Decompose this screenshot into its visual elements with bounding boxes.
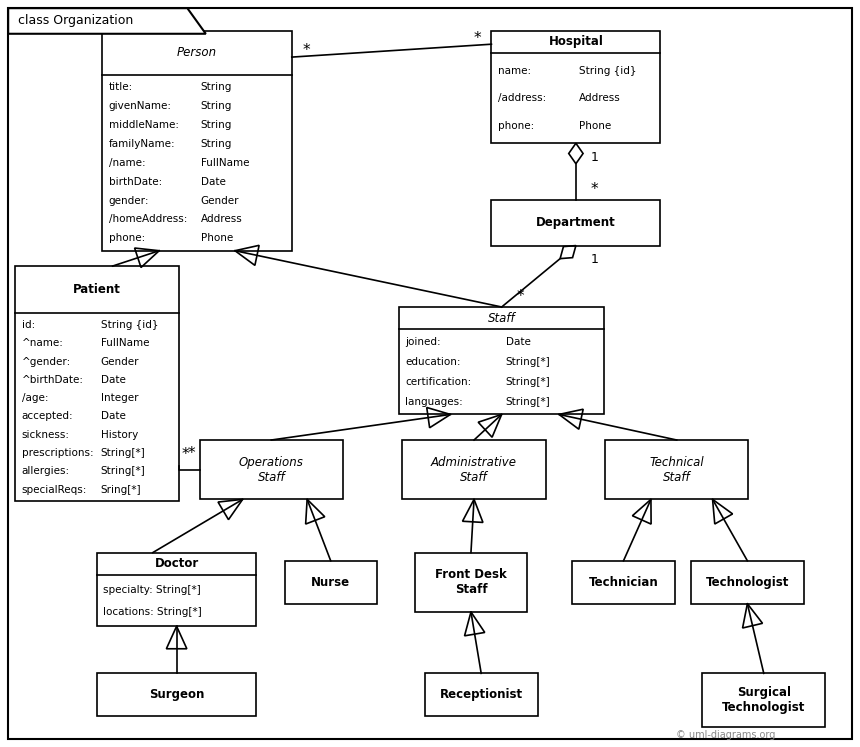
Text: /age:: /age: xyxy=(22,393,48,403)
Text: education:: education: xyxy=(405,357,461,367)
Text: ^gender:: ^gender: xyxy=(22,356,71,367)
Text: /homeAddress:: /homeAddress: xyxy=(108,214,187,225)
Text: String[*]: String[*] xyxy=(506,397,550,406)
Text: class Organization: class Organization xyxy=(18,14,133,28)
Bar xyxy=(491,199,660,246)
Text: Hospital: Hospital xyxy=(549,35,604,49)
Text: Technologist: Technologist xyxy=(706,576,789,589)
Bar xyxy=(102,31,292,251)
Text: joined:: joined: xyxy=(405,338,441,347)
Text: /name:: /name: xyxy=(108,158,145,168)
Text: gender:: gender: xyxy=(108,196,149,205)
Text: certification:: certification: xyxy=(405,376,471,387)
Bar xyxy=(425,673,538,716)
Bar xyxy=(691,561,804,604)
Text: Date: Date xyxy=(101,412,126,421)
Text: *: * xyxy=(187,446,195,461)
Text: FullName: FullName xyxy=(101,338,149,348)
Text: specialReqs:: specialReqs: xyxy=(22,485,87,495)
Bar xyxy=(605,440,748,499)
Text: Department: Department xyxy=(536,216,616,229)
Text: String[*]: String[*] xyxy=(506,357,550,367)
Text: Address: Address xyxy=(201,214,243,225)
Text: Technician: Technician xyxy=(588,576,659,589)
Text: Technical
Staff: Technical Staff xyxy=(649,456,704,484)
Text: FullName: FullName xyxy=(201,158,249,168)
Text: Patient: Patient xyxy=(73,283,121,296)
Text: String: String xyxy=(201,139,232,149)
Text: String[*]: String[*] xyxy=(101,448,145,458)
Bar xyxy=(402,440,546,499)
Text: sickness:: sickness: xyxy=(22,430,70,440)
Text: *: * xyxy=(473,31,481,46)
Text: String: String xyxy=(201,82,232,92)
Bar xyxy=(97,553,256,626)
Text: accepted:: accepted: xyxy=(22,412,73,421)
Text: Date: Date xyxy=(506,338,531,347)
Text: birthDate:: birthDate: xyxy=(108,176,162,187)
Text: allergies:: allergies: xyxy=(22,466,70,477)
Bar xyxy=(572,561,675,604)
Text: specialty: String[*]: specialty: String[*] xyxy=(103,585,201,595)
Text: 1: 1 xyxy=(590,253,599,267)
Text: Address: Address xyxy=(580,93,621,103)
Text: languages:: languages: xyxy=(405,397,464,406)
Text: locations: String[*]: locations: String[*] xyxy=(103,607,202,617)
Text: Nurse: Nurse xyxy=(311,576,350,589)
Text: 1: 1 xyxy=(590,151,599,164)
Bar xyxy=(97,673,256,716)
Bar xyxy=(491,31,660,143)
Text: Person: Person xyxy=(177,46,217,59)
Text: Surgical
Technologist: Surgical Technologist xyxy=(722,686,806,714)
Text: ^birthDate:: ^birthDate: xyxy=(22,375,83,385)
Bar xyxy=(399,307,604,415)
Bar xyxy=(415,553,527,612)
Text: phone:: phone: xyxy=(108,233,144,244)
Text: name:: name: xyxy=(498,66,531,76)
Polygon shape xyxy=(9,8,206,34)
Text: String: String xyxy=(201,120,232,130)
Text: Surgeon: Surgeon xyxy=(149,688,205,701)
Text: phone:: phone: xyxy=(498,120,534,131)
Bar xyxy=(15,266,179,501)
Bar xyxy=(200,440,343,499)
Text: Sring[*]: Sring[*] xyxy=(101,485,141,495)
Text: familyName:: familyName: xyxy=(108,139,175,149)
Text: Date: Date xyxy=(101,375,126,385)
Text: History: History xyxy=(101,430,138,440)
Text: String[*]: String[*] xyxy=(101,466,145,477)
Text: Administrative
Staff: Administrative Staff xyxy=(431,456,517,484)
Text: Staff: Staff xyxy=(488,311,515,325)
Text: ^name:: ^name: xyxy=(22,338,64,348)
Bar xyxy=(285,561,377,604)
Text: Doctor: Doctor xyxy=(155,557,199,570)
Text: prescriptions:: prescriptions: xyxy=(22,448,93,458)
Text: String {id}: String {id} xyxy=(580,66,636,76)
Text: Integer: Integer xyxy=(101,393,138,403)
Text: Front Desk
Staff: Front Desk Staff xyxy=(435,568,507,596)
Text: /address:: /address: xyxy=(498,93,546,103)
Text: Gender: Gender xyxy=(201,196,239,205)
Text: *: * xyxy=(516,289,524,304)
Text: givenName:: givenName: xyxy=(108,101,171,111)
Text: String[*]: String[*] xyxy=(506,376,550,387)
Text: Phone: Phone xyxy=(201,233,233,244)
Text: *: * xyxy=(303,43,310,58)
Text: String {id}: String {id} xyxy=(101,320,158,330)
Text: id:: id: xyxy=(22,320,34,330)
Bar xyxy=(703,673,826,727)
Text: String: String xyxy=(201,101,232,111)
Text: © uml-diagrams.org: © uml-diagrams.org xyxy=(676,730,775,740)
Text: middleName:: middleName: xyxy=(108,120,179,130)
Text: *: * xyxy=(591,182,599,196)
Text: Date: Date xyxy=(201,176,225,187)
Text: *: * xyxy=(181,447,189,462)
Text: Receptionist: Receptionist xyxy=(439,688,523,701)
Text: Gender: Gender xyxy=(101,356,139,367)
Text: title:: title: xyxy=(108,82,132,92)
Text: Operations
Staff: Operations Staff xyxy=(239,456,304,484)
Text: Phone: Phone xyxy=(580,120,611,131)
